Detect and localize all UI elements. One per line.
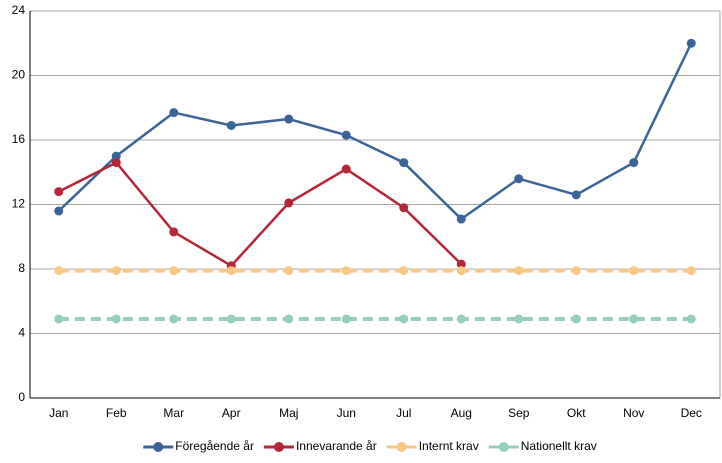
x-tick-label: Mar	[163, 406, 184, 420]
point	[456, 214, 466, 224]
x-tick-label: Okt	[567, 406, 586, 420]
y-tick-label: 4	[18, 326, 25, 340]
point	[514, 174, 524, 184]
x-tick-label: Feb	[106, 406, 127, 420]
point	[341, 130, 351, 140]
x-tick-label: Apr	[222, 406, 241, 420]
point	[226, 314, 236, 324]
point	[169, 108, 179, 118]
y-tick-label: 8	[18, 261, 25, 275]
legend-label: Nationellt krav	[521, 439, 597, 453]
point	[514, 314, 524, 324]
point	[111, 266, 121, 276]
series-line	[57, 42, 693, 221]
point	[111, 158, 121, 168]
point	[54, 206, 64, 216]
point	[571, 190, 581, 200]
point	[284, 314, 294, 324]
legend-marker	[498, 442, 509, 452]
point	[456, 266, 466, 276]
x-tick-label: Jan	[49, 406, 68, 420]
point	[456, 259, 466, 269]
point	[111, 151, 121, 161]
point	[54, 266, 64, 276]
legend-marker	[396, 442, 407, 452]
series-line	[58, 161, 463, 268]
point	[399, 203, 409, 213]
point	[54, 187, 64, 197]
point	[284, 198, 294, 208]
point	[169, 227, 179, 237]
y-tick-label: 16	[12, 132, 26, 146]
point	[226, 120, 236, 130]
point	[54, 314, 64, 324]
point	[341, 266, 351, 276]
y-tick-label: 12	[12, 197, 26, 211]
point	[284, 266, 294, 276]
x-tick-label: Dec	[681, 406, 702, 420]
point	[686, 266, 696, 276]
point	[169, 314, 179, 324]
point	[111, 314, 121, 324]
legend-marker	[273, 442, 284, 452]
legend-marker	[153, 442, 164, 452]
x-tick-label: Maj	[279, 406, 298, 420]
legend-label: Föregående år	[175, 439, 254, 453]
y-tick-label: 0	[18, 390, 25, 404]
point	[514, 266, 524, 276]
point	[571, 314, 581, 324]
point	[629, 266, 639, 276]
point	[686, 314, 696, 324]
x-tick-label: Jun	[337, 406, 356, 420]
x-tick-label: Jul	[396, 406, 411, 420]
point	[226, 266, 236, 276]
point	[169, 266, 179, 276]
x-tick-label: Nov	[623, 406, 644, 420]
x-tick-label: Sep	[508, 406, 530, 420]
point	[399, 158, 409, 168]
point	[341, 314, 351, 324]
point	[284, 114, 294, 124]
legend-label: Innevarande år	[296, 439, 377, 453]
y-tick-label: 20	[12, 68, 26, 82]
point	[629, 158, 639, 168]
point	[399, 266, 409, 276]
x-tick-label: Aug	[451, 406, 472, 420]
y-tick-label: 24	[12, 3, 26, 17]
point	[399, 314, 409, 324]
point	[341, 164, 351, 174]
point	[686, 38, 696, 48]
point	[629, 314, 639, 324]
legend-label: Internt krav	[419, 439, 479, 453]
point	[571, 266, 581, 276]
point	[456, 314, 466, 324]
